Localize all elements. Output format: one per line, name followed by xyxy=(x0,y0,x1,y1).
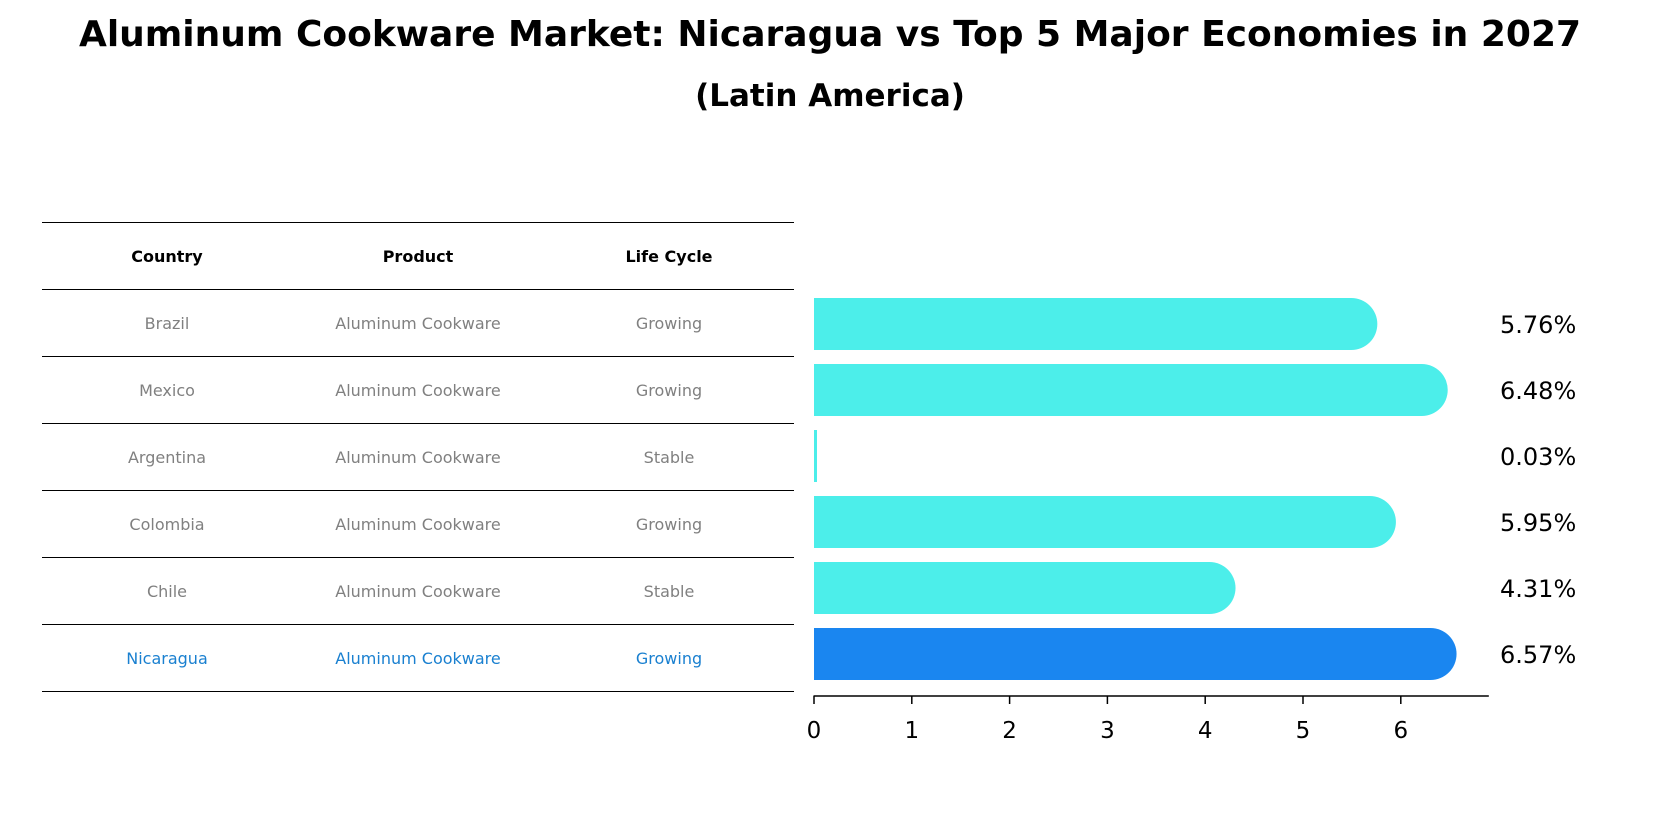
table-row: Colombia Aluminum Cookware Growing xyxy=(42,490,794,558)
bar-brazil xyxy=(814,298,1378,350)
table-row: Mexico Aluminum Cookware Growing xyxy=(42,356,794,424)
bar-chile xyxy=(814,562,1236,614)
table-row: Brazil Aluminum Cookware Growing xyxy=(42,289,794,357)
value-label-brazil: 5.76% xyxy=(1500,311,1576,339)
life-cycle-cell: Growing xyxy=(544,356,794,424)
bar-mexico xyxy=(814,364,1448,416)
table-row-highlighted: Nicaragua Aluminum Cookware Growing xyxy=(42,624,794,692)
country-cell: Brazil xyxy=(42,289,292,357)
life-cycle-cell: Growing xyxy=(544,624,794,692)
table-row: Chile Aluminum Cookware Stable xyxy=(42,557,794,625)
x-tick-label: 3 xyxy=(1100,718,1115,744)
x-tick-label: 4 xyxy=(1198,718,1213,744)
header-product: Product xyxy=(292,222,544,290)
country-cell: Mexico xyxy=(42,356,292,424)
bar-colombia xyxy=(814,496,1396,548)
x-tick-label: 1 xyxy=(904,718,919,744)
table-row: Argentina Aluminum Cookware Stable xyxy=(42,423,794,491)
country-cell: Nicaragua xyxy=(42,624,292,692)
x-tick-label: 0 xyxy=(807,718,822,744)
header-country: Country xyxy=(42,222,292,290)
bar-argentina xyxy=(814,430,817,482)
product-cell: Aluminum Cookware xyxy=(292,356,544,424)
life-cycle-cell: Growing xyxy=(544,490,794,558)
table-header-row: Country Product Life Cycle xyxy=(42,222,794,290)
country-cell: Chile xyxy=(42,557,292,625)
life-cycle-cell: Growing xyxy=(544,289,794,357)
product-cell: Aluminum Cookware xyxy=(292,490,544,558)
value-label-chile: 4.31% xyxy=(1500,575,1576,603)
value-label-colombia: 5.95% xyxy=(1500,509,1576,537)
value-label-mexico: 6.48% xyxy=(1500,377,1576,405)
x-tick-label: 6 xyxy=(1393,718,1408,744)
value-label-argentina: 0.03% xyxy=(1500,443,1576,471)
product-cell: Aluminum Cookware xyxy=(292,557,544,625)
product-cell: Aluminum Cookware xyxy=(292,289,544,357)
x-tick-label: 2 xyxy=(1002,718,1017,744)
country-cell: Colombia xyxy=(42,490,292,558)
country-cell: Argentina xyxy=(42,423,292,491)
x-tick-label: 5 xyxy=(1296,718,1311,744)
value-label-nicaragua: 6.57% xyxy=(1500,641,1576,669)
product-cell: Aluminum Cookware xyxy=(292,624,544,692)
chart-title: Aluminum Cookware Market: Nicaragua vs T… xyxy=(78,14,1582,55)
market-table: Country Product Life Cycle Brazil Alumin… xyxy=(42,222,794,692)
header-life-cycle: Life Cycle xyxy=(544,222,794,290)
bar-nicaragua xyxy=(814,628,1457,680)
product-cell: Aluminum Cookware xyxy=(292,423,544,491)
chart-subtitle: (Latin America) xyxy=(695,78,965,114)
life-cycle-cell: Stable xyxy=(544,423,794,491)
life-cycle-cell: Stable xyxy=(544,557,794,625)
